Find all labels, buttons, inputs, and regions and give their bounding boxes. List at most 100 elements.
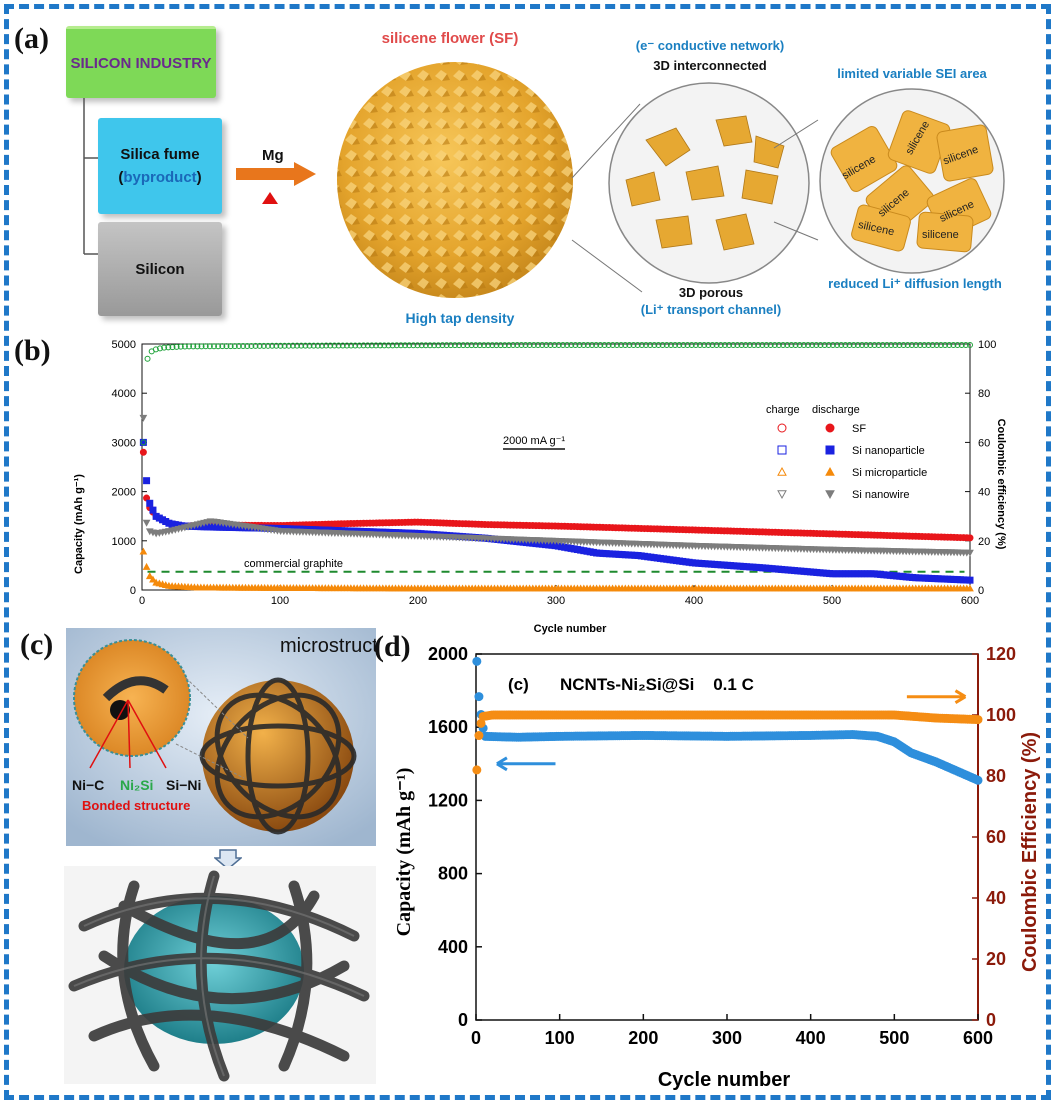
network-label: (e⁻ conductive network) (635, 38, 785, 53)
data-point (588, 341, 595, 348)
data-point (526, 342, 533, 349)
data-point (173, 343, 180, 350)
data-point (149, 575, 157, 583)
bond-label-ni2si: Ni₂Si (120, 777, 153, 793)
data-point (547, 341, 554, 348)
data-point (767, 341, 774, 348)
data-point (464, 342, 471, 349)
data-point (476, 342, 483, 349)
data-point (456, 342, 463, 349)
data-point (472, 765, 482, 775)
silicon-label: Silicon (135, 260, 185, 278)
data-point (397, 342, 404, 349)
graphite-annotation: commercial graphite (244, 558, 343, 570)
data-point (672, 341, 679, 348)
data-point (564, 341, 571, 348)
data-point (339, 342, 346, 349)
xtick-label-b: 0 (139, 595, 145, 607)
data-point (888, 341, 895, 348)
panel-label-c: (c) (20, 628, 54, 661)
data-point (139, 547, 148, 555)
data-point (244, 342, 251, 349)
data-point (169, 344, 176, 351)
data-point (472, 342, 479, 349)
data-point (792, 341, 799, 348)
data-point (871, 341, 878, 348)
data-point (372, 342, 379, 349)
data-point (142, 519, 151, 527)
data-point (360, 342, 367, 349)
data-point (223, 343, 230, 350)
data-point (879, 341, 886, 348)
data-point (846, 341, 853, 348)
data-point (472, 656, 482, 666)
data-point (551, 341, 558, 348)
data-point (152, 346, 159, 353)
legend-label: SF (852, 423, 866, 435)
xtick-label-d: 300 (712, 1028, 742, 1048)
legend-discharge-marker (825, 445, 835, 455)
data-point (235, 343, 242, 350)
data-point (701, 341, 708, 348)
bond-label-ni-c: Ni−C (72, 777, 104, 793)
data-point (543, 342, 550, 349)
data-point (962, 341, 969, 348)
legend-charge-marker (777, 423, 787, 433)
legend-label: Si nanoparticle (852, 445, 925, 457)
ytick-label-d: 800 (438, 864, 468, 884)
ylabel-d: Capacity (mAh g⁻¹) (393, 768, 415, 937)
data-point (605, 341, 612, 348)
data-point (626, 341, 633, 348)
legend-charge-marker (777, 490, 787, 500)
data-point (447, 342, 454, 349)
data-point (858, 341, 865, 348)
data-point (763, 341, 770, 348)
data-point (688, 341, 695, 348)
data-point (597, 341, 604, 348)
data-point (377, 342, 384, 349)
data-point (580, 341, 587, 348)
ytick-label-b: 3000 (112, 437, 136, 449)
data-point (696, 341, 703, 348)
data-point (202, 343, 209, 350)
xtick-label-b: 100 (271, 595, 289, 607)
data-point (638, 341, 645, 348)
data-point (784, 341, 791, 348)
inner-label-d: (c) (508, 675, 529, 694)
microstructure-label: microstructure (280, 635, 376, 657)
data-point (310, 342, 317, 349)
data-point (505, 342, 512, 349)
flake-label-7: silicene (922, 229, 959, 241)
data-point (788, 341, 795, 348)
data-point (755, 341, 762, 348)
data-point (966, 534, 974, 542)
data-point (139, 414, 148, 422)
data-point (468, 342, 475, 349)
data-point (809, 341, 816, 348)
xtick-label-b: 400 (685, 595, 703, 607)
silica-fume-box: Silica fume (byproduct) (98, 118, 222, 214)
sei-area-label: limited variable SEI area (837, 66, 987, 81)
data-point (389, 342, 396, 349)
data-point (821, 341, 828, 348)
efficiency-axis-arrow-icon (906, 689, 967, 704)
data-point (659, 341, 666, 348)
data-point (813, 341, 820, 348)
data-point (410, 342, 417, 349)
data-point (273, 342, 280, 349)
data-point (863, 341, 870, 348)
data-point (489, 342, 496, 349)
data-point (302, 342, 309, 349)
data-point (572, 341, 579, 348)
data-point (613, 341, 620, 348)
mg-reaction-arrow: Mg (236, 147, 316, 204)
data-point (559, 341, 566, 348)
data-point (854, 341, 861, 348)
data-point (501, 342, 508, 349)
data-point (642, 341, 649, 348)
data-point (867, 341, 874, 348)
data-point (210, 343, 217, 350)
legend-discharge-marker (825, 490, 835, 500)
y2label-b: Coulombic efficiency (%) (995, 419, 1007, 550)
capacity-axis-arrow-icon (496, 756, 556, 772)
